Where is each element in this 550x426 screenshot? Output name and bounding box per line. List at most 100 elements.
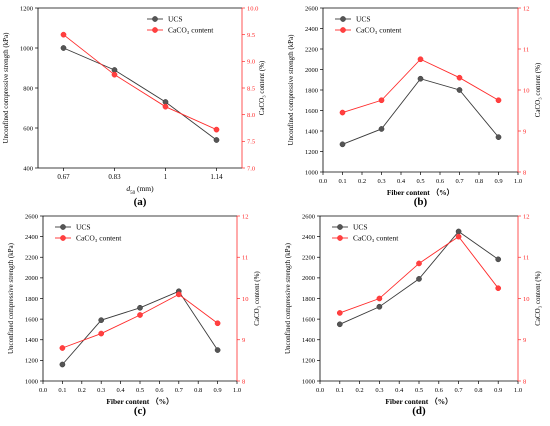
- caco3-data-point: [378, 97, 385, 104]
- x-tick-label: 0.0: [39, 387, 47, 394]
- caco3-data-point: [175, 291, 182, 298]
- right-y-tick-label: 9.0: [247, 59, 255, 66]
- x-tick-label: 0.7: [455, 387, 464, 394]
- left-y-axis-title: Unconfined compressive strength (kPa): [7, 242, 15, 354]
- ucs-data-point: [455, 228, 462, 235]
- left-y-tick-label: 1600: [25, 316, 38, 323]
- right-y-tick-label: 9: [242, 337, 245, 344]
- right-y-tick-label: 11: [523, 255, 529, 262]
- ucs-data-point: [495, 134, 502, 140]
- right-y-tick-label: 9: [523, 337, 526, 344]
- panel-label: (d): [412, 405, 426, 417]
- x-tick-label: 0.3: [377, 178, 385, 185]
- legend-marker: [152, 27, 158, 33]
- right-y-tick-label: 10: [523, 296, 530, 303]
- panel-b: 0.0 0.1 0.2 0.3 0.4 0.5 0.6 0.7 0.8 0.9 1.0 1000 120…: [287, 5, 542, 208]
- left-y-tick-label: 2200: [25, 255, 38, 262]
- right-y-tick-label: 12: [242, 213, 249, 220]
- ucs-data-point: [416, 276, 422, 282]
- x-tick-label: 0.0: [316, 387, 324, 394]
- right-y-axis-title: CaCO₃ content (%): [534, 62, 542, 117]
- x-tick-label: 0.9: [214, 387, 222, 394]
- right-y-axis-title: CaCO₃ content (%): [534, 271, 542, 326]
- left-y-tick-label: 1600: [302, 316, 315, 323]
- x-tick-label: 1.0: [233, 387, 241, 394]
- x-axis-title: d50 (mm): [126, 184, 154, 196]
- left-y-tick-label: 2000: [302, 275, 315, 282]
- caco3-data-point: [214, 320, 221, 327]
- left-y-tick-label: 1400: [25, 337, 38, 344]
- right-y-tick-label: 11: [242, 255, 248, 262]
- right-y-tick-label: 8: [523, 378, 526, 385]
- panel-label: (a): [134, 196, 147, 208]
- x-axis-title-symbol: d: [126, 184, 130, 193]
- left-y-tick-label: 400: [23, 165, 33, 172]
- x-tick-label: 0.83: [108, 173, 121, 181]
- right-y-axis-title: CaCO₃ content (%): [258, 60, 266, 115]
- left-y-tick-label: 2000: [25, 275, 38, 282]
- left-y-tick-label: 2000: [305, 67, 318, 74]
- right-y-tick-label: 8.5: [247, 85, 255, 92]
- ucs-data-point: [376, 303, 383, 310]
- x-tick-label: 1.0: [514, 178, 522, 185]
- right-y-tick-label: 12: [523, 5, 530, 12]
- right-y-axis-title: CaCO₃ content (%): [253, 271, 261, 326]
- x-tick-label: 1: [164, 173, 168, 181]
- x-tick-label: 0.2: [358, 178, 366, 185]
- panel-a: 0.67 0.83 1 1.14 400 600 800 1000 1200 7.0 7.5 8.0 8…: [2, 5, 266, 208]
- right-y-tick-label: 8: [523, 169, 526, 176]
- caco3-series-line: [342, 58, 499, 113]
- x-tick-label: 0.7: [455, 178, 464, 185]
- left-y-tick-label: 2600: [305, 5, 318, 12]
- x-tick-label: 1.14: [210, 173, 223, 181]
- left-y-tick-label: 1000: [20, 45, 33, 52]
- right-y-tick-label: 8.0: [247, 112, 255, 119]
- left-y-tick-label: 1000: [302, 378, 315, 385]
- caco3-data-point: [336, 310, 343, 316]
- right-y-tick-label: 10: [242, 296, 249, 303]
- legend-label: CaCO₃ content: [353, 234, 399, 243]
- ucs-data-point: [417, 75, 424, 82]
- right-y-tick-label: 8: [242, 378, 245, 385]
- left-y-tick-label: 1400: [305, 128, 318, 135]
- legend-label: CaCO₃ content: [168, 26, 214, 35]
- ucs-data-point: [456, 87, 463, 93]
- left-y-tick-label: 1600: [305, 108, 318, 115]
- legend-marker: [337, 224, 343, 230]
- caco3-series-line: [63, 34, 217, 131]
- x-axis-title-unit: (mm): [135, 184, 154, 193]
- left-y-axis-title: Unconfined compressive strength (kPa): [2, 32, 10, 144]
- left-y-tick-label: 2400: [25, 234, 38, 241]
- x-tick-label: 0.8: [474, 387, 482, 394]
- left-y-tick-label: 2200: [305, 46, 318, 53]
- right-y-tick-label: 12: [523, 213, 530, 220]
- legend-label: CaCO₃ content: [356, 26, 402, 35]
- ucs-data-point: [378, 126, 385, 132]
- right-y-tick-label: 10: [523, 87, 530, 94]
- caco3-data-point: [59, 345, 66, 351]
- caco3-data-point: [495, 285, 502, 292]
- x-tick-label: 0.4: [397, 178, 406, 185]
- legend-label: CaCO₃ content: [76, 234, 122, 243]
- left-y-axis-title: Unconfined compressive strength (kPa): [284, 242, 292, 354]
- ucs-data-point: [137, 304, 143, 311]
- x-tick-label: 0.3: [97, 387, 105, 394]
- x-axis-title: Fiber content （%）: [106, 396, 173, 406]
- legend-label: UCS: [76, 223, 91, 232]
- ucs-data-point: [495, 256, 502, 263]
- x-tick-label: 0.7: [175, 387, 184, 394]
- right-y-tick-label: 9.5: [247, 32, 255, 39]
- left-y-tick-label: 1800: [302, 296, 315, 303]
- caco3-data-point: [456, 74, 463, 81]
- x-tick-label: 0.6: [435, 387, 444, 394]
- left-y-tick-label: 1200: [20, 5, 33, 12]
- left-y-tick-label: 2600: [302, 213, 315, 220]
- x-tick-label: 0.8: [194, 387, 202, 394]
- caco3-data-point: [137, 312, 143, 318]
- caco3-data-point: [416, 260, 422, 267]
- caco3-series-line: [339, 236, 499, 314]
- ucs-data-point: [98, 317, 105, 324]
- right-y-tick-label: 11: [523, 46, 529, 53]
- legend-marker: [340, 16, 346, 22]
- left-y-tick-label: 1200: [25, 358, 38, 365]
